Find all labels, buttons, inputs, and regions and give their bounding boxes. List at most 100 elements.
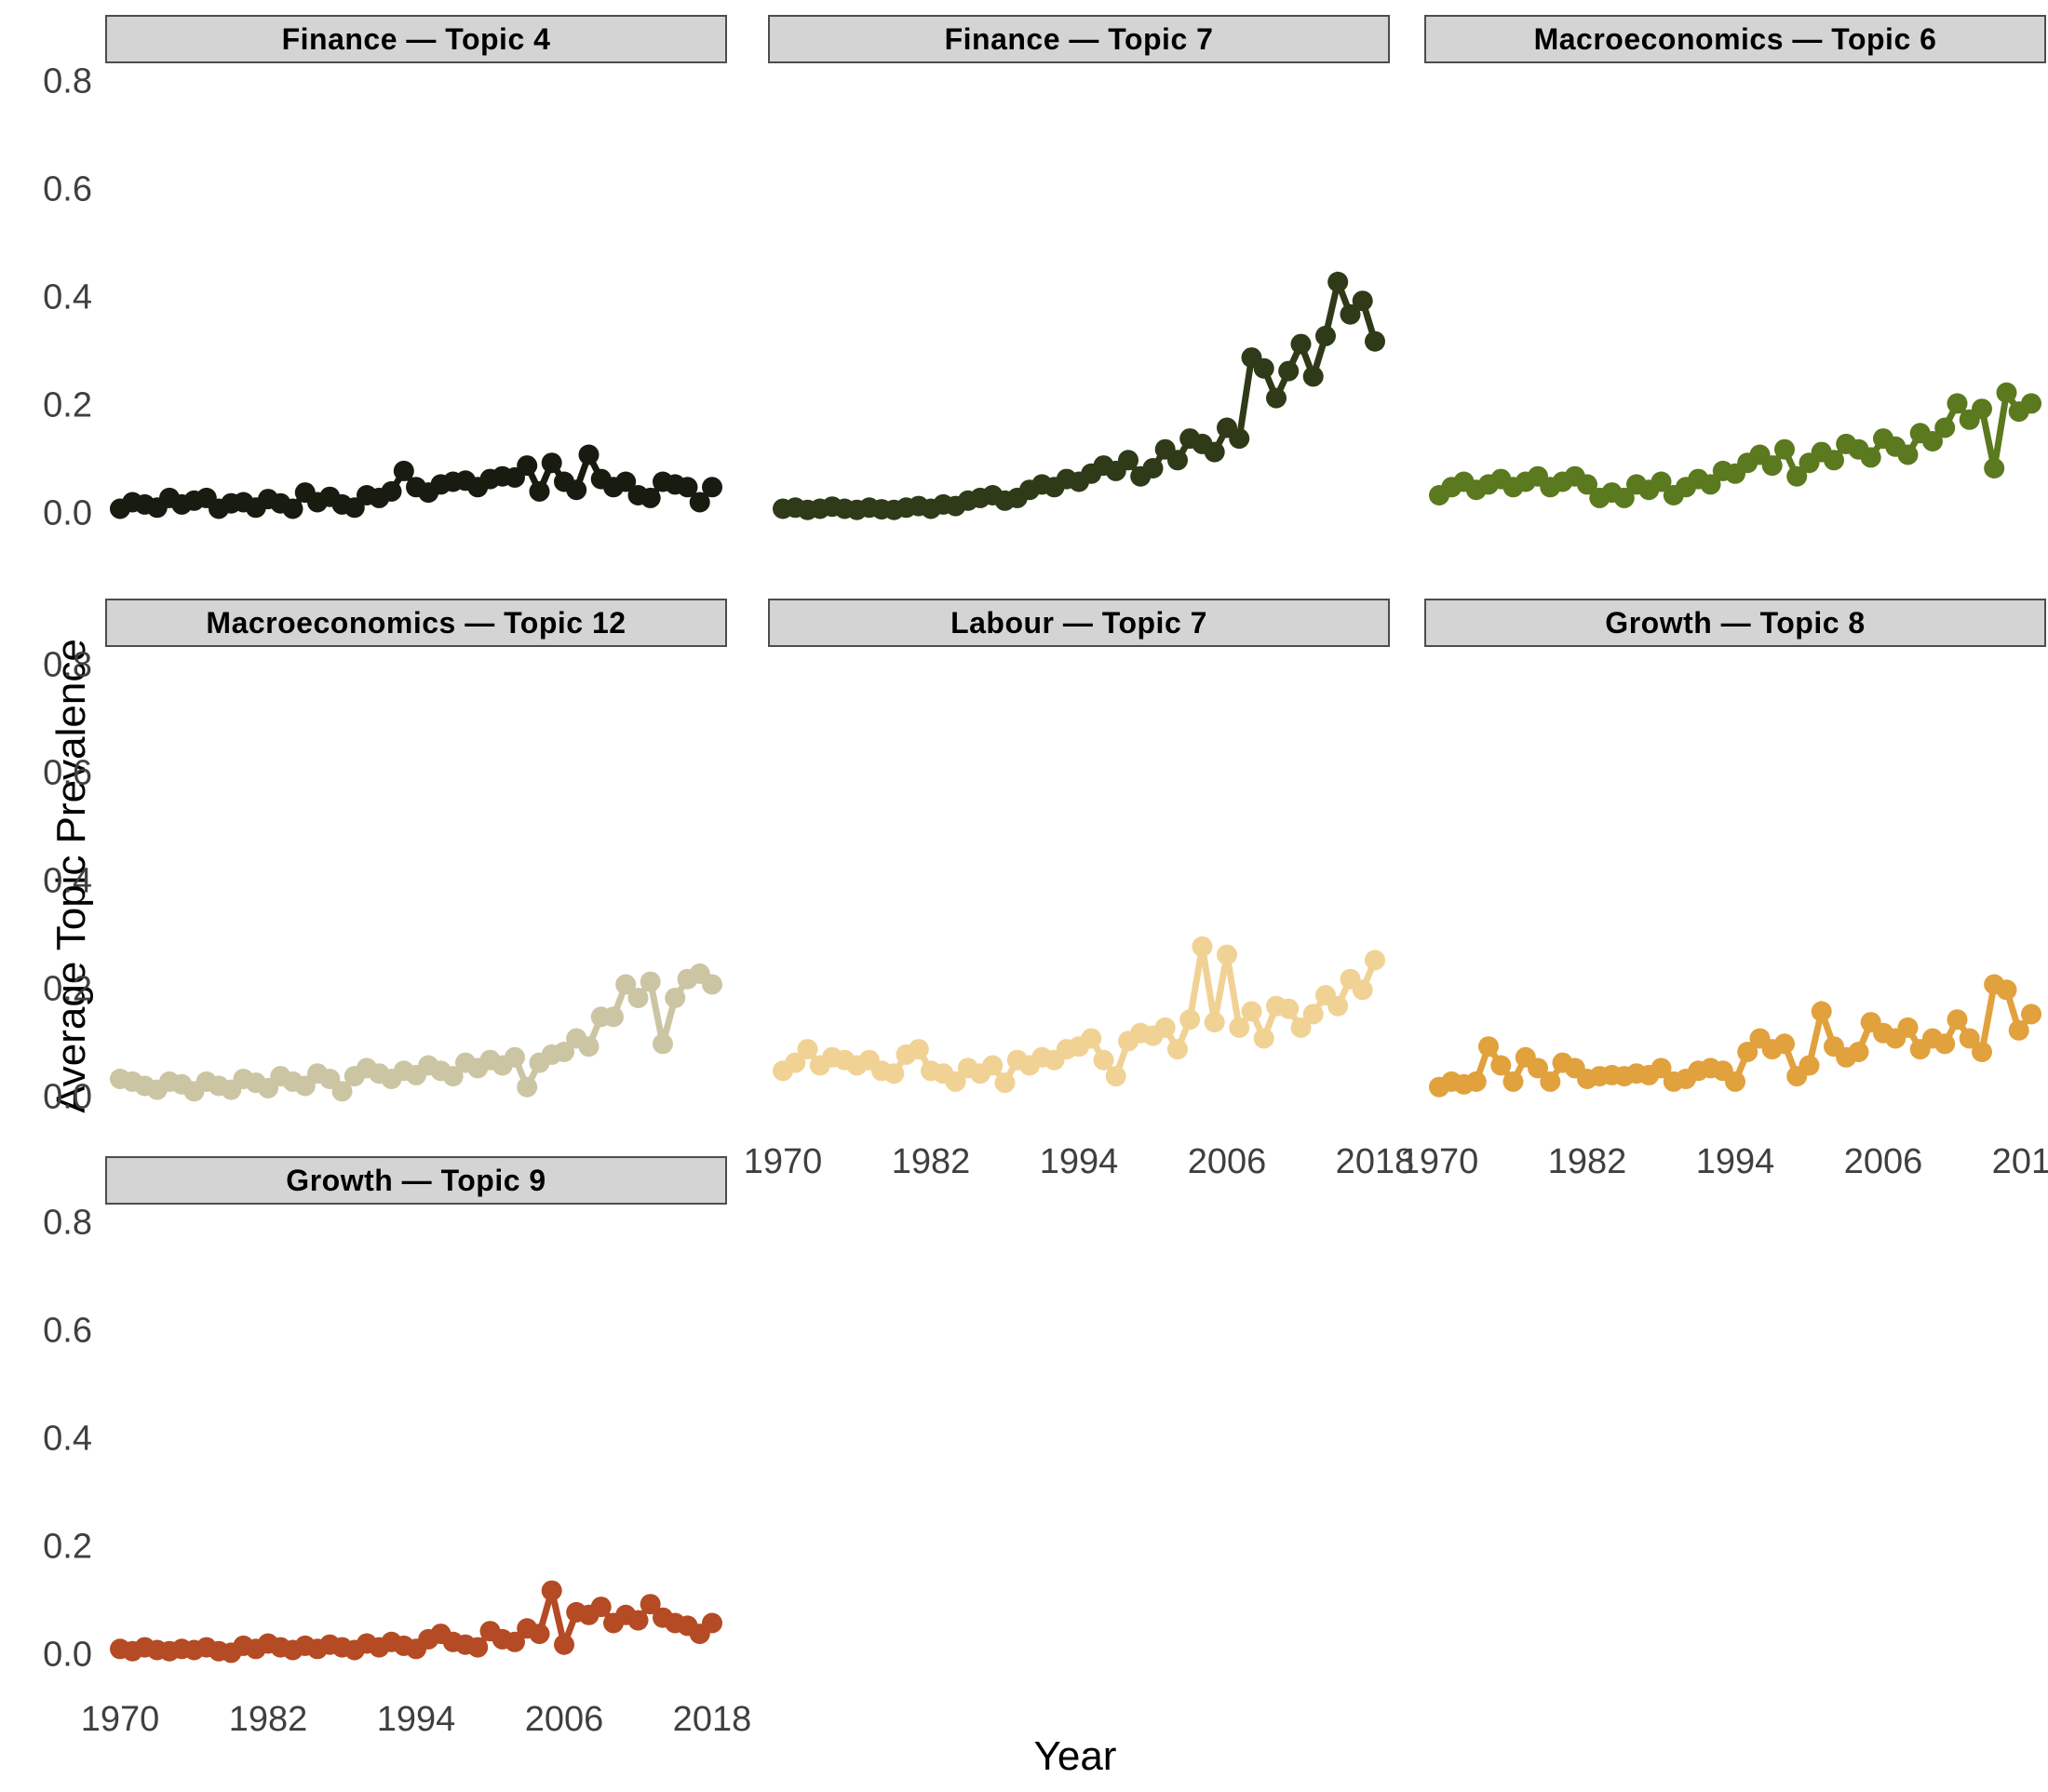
data-point [554, 1042, 574, 1062]
x-tick-label: 1994 [1695, 1142, 1775, 1181]
data-point [529, 1624, 550, 1645]
data-point [1811, 1001, 1832, 1022]
x-tick-label: 2006 [1843, 1142, 1923, 1181]
data-point [1737, 1042, 1758, 1062]
y-tick-label: 0.0 [43, 1077, 92, 1117]
data-point [1217, 944, 1237, 965]
data-point [702, 1612, 722, 1634]
data-point [1167, 450, 1188, 471]
data-point [331, 1081, 353, 1102]
data-point [1315, 325, 1336, 346]
facet-plot-area [110, 963, 722, 1102]
data-point [1996, 979, 2017, 1001]
y-tick-label: 0.8 [43, 645, 92, 685]
y-tick-label: 0.2 [43, 969, 92, 1009]
x-tick-label: 1994 [1039, 1142, 1119, 1181]
data-point [1278, 998, 1300, 1019]
data-point [1959, 1028, 1980, 1049]
data-point [566, 479, 587, 501]
facet-plot-area [110, 444, 722, 519]
y-tick-label: 0.6 [43, 1311, 92, 1351]
data-point [1327, 271, 1349, 292]
data-point [640, 971, 661, 992]
data-point [467, 1637, 489, 1658]
data-point [1897, 1017, 1919, 1038]
facet-strip-title: Growth — Topic 8 [1424, 599, 2046, 647]
data-point [1229, 1017, 1250, 1038]
data-point [640, 1594, 661, 1615]
data-point [393, 460, 414, 481]
x-tick-label: 2006 [524, 1700, 604, 1739]
data-point [1934, 417, 1956, 438]
data-point [1651, 471, 1672, 492]
data-point [653, 1033, 673, 1055]
data-point [1799, 1055, 1820, 1076]
facet-plot-area [1429, 382, 2041, 508]
data-point [1204, 1012, 1225, 1033]
data-point [1204, 441, 1225, 463]
data-point [945, 1071, 966, 1092]
data-point [1352, 290, 1373, 312]
data-point [578, 444, 600, 465]
data-point [1540, 1071, 1561, 1092]
data-point [615, 471, 637, 492]
facet-strip-title: Macroeconomics — Topic 6 [1424, 15, 2046, 63]
data-point [1365, 950, 1385, 971]
data-point [1302, 1004, 1324, 1025]
facet-plot-area [110, 1580, 722, 1664]
data-point [1922, 431, 1943, 451]
facet-strip-title: Finance — Topic 7 [768, 15, 1390, 63]
data-point [1290, 1017, 1312, 1038]
x-tick-label: 2006 [1187, 1142, 1267, 1181]
data-point [1786, 465, 1808, 487]
data-point [1984, 458, 2005, 478]
data-point [1266, 387, 1287, 409]
data-point [994, 1072, 1016, 1094]
data-point [1241, 1001, 1262, 1022]
data-point [1253, 357, 1274, 379]
data-point [1229, 428, 1250, 450]
x-tick-label: 1994 [376, 1700, 456, 1739]
data-point [1613, 487, 1635, 508]
data-point [1179, 1009, 1201, 1031]
data-point [1528, 1058, 1548, 1079]
data-point [1302, 366, 1324, 387]
data-point [442, 1066, 464, 1087]
y-tick-label: 0.8 [43, 61, 92, 101]
facet-strip-title: Growth — Topic 9 [105, 1156, 727, 1205]
data-point [1947, 393, 1968, 414]
data-point [1897, 444, 1919, 465]
data-point [883, 1063, 905, 1085]
data-point [541, 452, 562, 474]
data-point [1860, 447, 1881, 468]
data-point [2021, 393, 2041, 414]
facet-strip-title: Labour — Topic 7 [768, 599, 1390, 647]
x-tick-label: 2018 [1335, 1142, 1415, 1181]
data-point [505, 1046, 525, 1068]
y-tick-label: 0.2 [43, 385, 92, 425]
y-tick-label: 0.6 [43, 753, 92, 793]
y-tick-label: 0.4 [43, 861, 92, 901]
data-point [282, 498, 303, 519]
y-tick-label: 0.2 [43, 1527, 92, 1567]
data-point [541, 1580, 562, 1601]
data-point [615, 974, 637, 995]
data-point [1848, 1042, 1869, 1062]
data-point [1327, 995, 1349, 1017]
data-point [689, 492, 710, 513]
data-point [1105, 1066, 1126, 1087]
data-point [982, 1055, 1004, 1076]
data-point [1290, 333, 1312, 355]
data-point [1352, 979, 1373, 1001]
data-point [1996, 382, 2017, 403]
data-point [1081, 1028, 1102, 1049]
data-point [785, 1052, 806, 1073]
x-tick-label: 1982 [228, 1700, 308, 1739]
data-point [1934, 1033, 1956, 1055]
data-point [1700, 474, 1721, 495]
data-point [702, 477, 722, 498]
data-point [908, 1039, 929, 1060]
data-point [517, 455, 538, 477]
facet-strip-title: Macroeconomics — Topic 12 [105, 599, 727, 647]
